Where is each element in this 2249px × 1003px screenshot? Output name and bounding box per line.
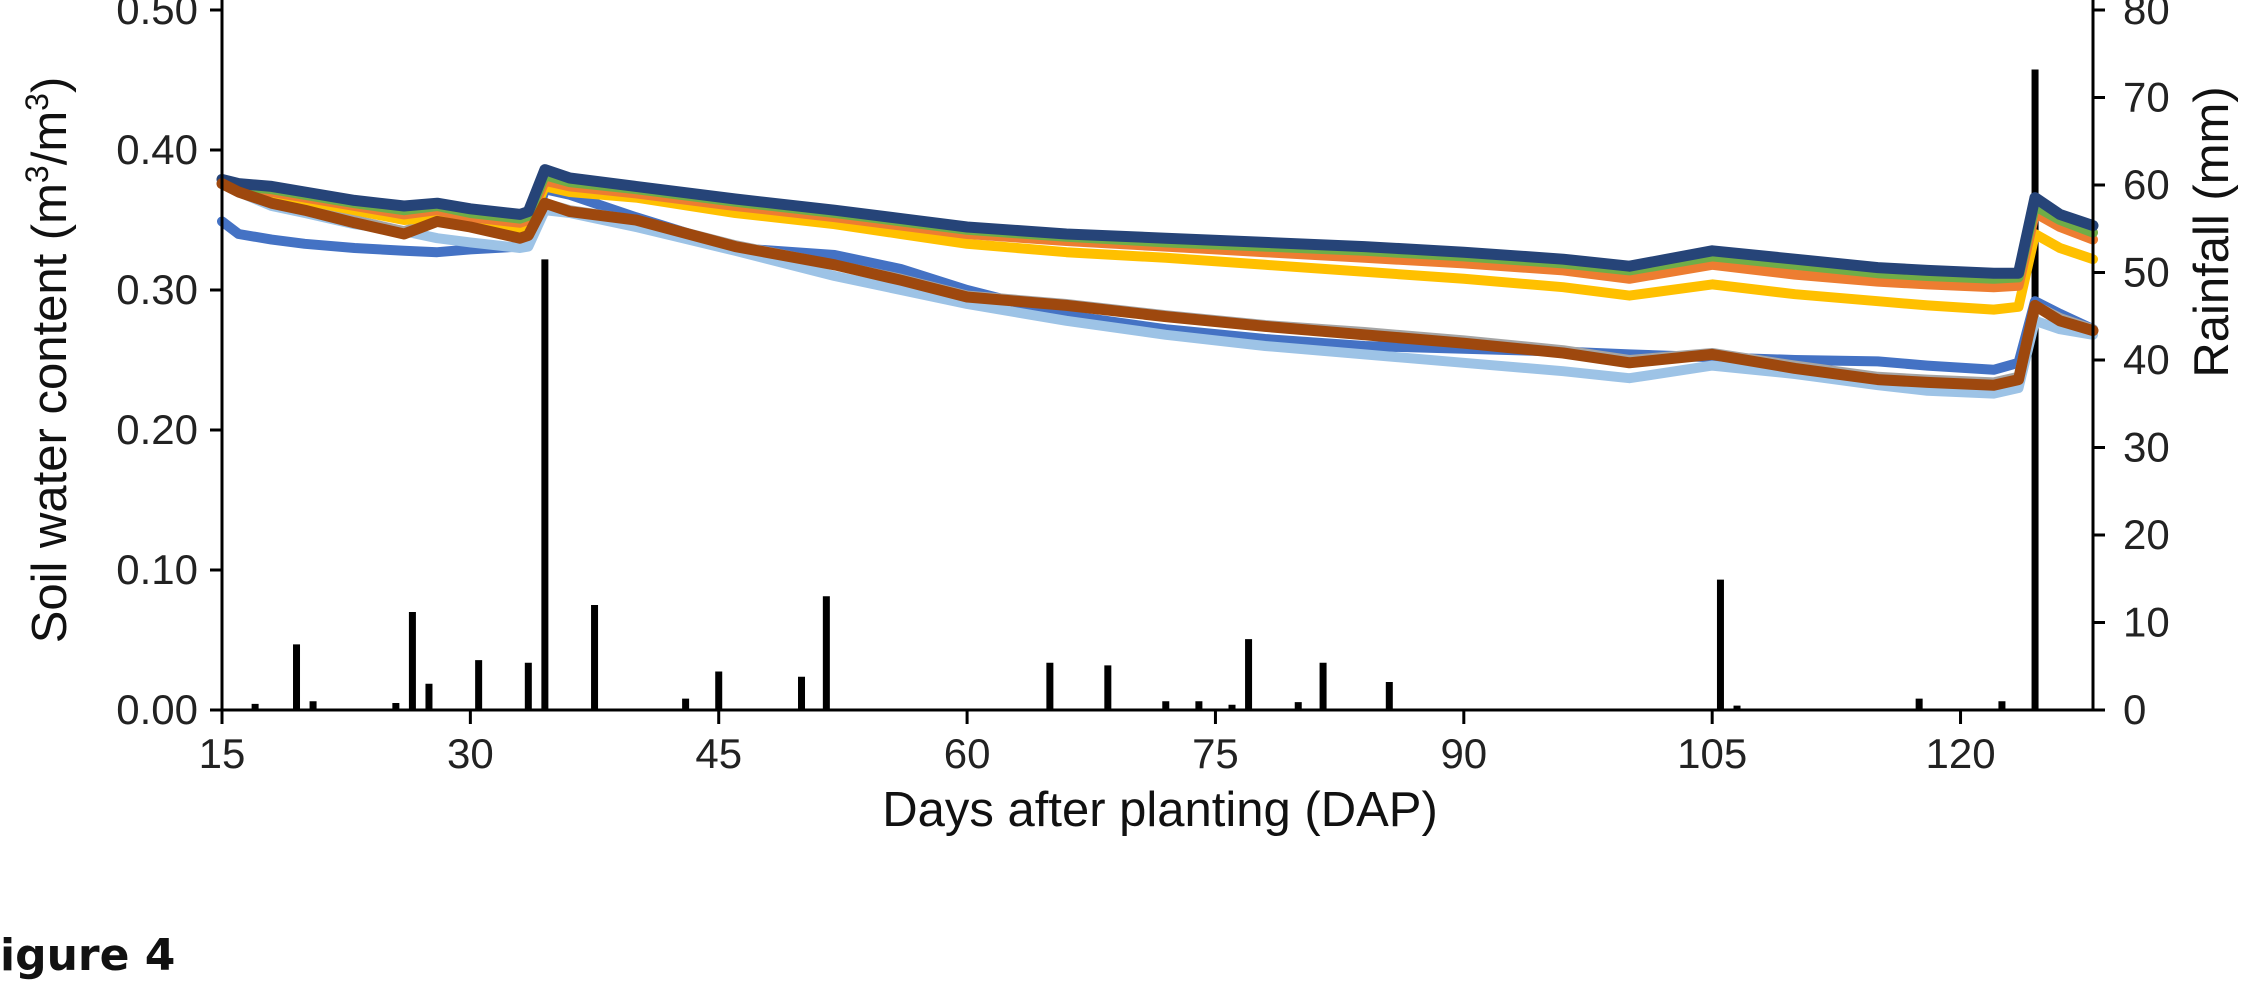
rainfall-bar bbox=[1162, 701, 1170, 710]
y-right-tick-label: 20 bbox=[2123, 511, 2170, 558]
x-tick-label: 105 bbox=[1677, 730, 1747, 777]
rainfall-bar bbox=[1245, 639, 1253, 710]
x-tick-label: 30 bbox=[447, 730, 494, 777]
rainfall-bar bbox=[798, 676, 806, 710]
x-tick-label: 120 bbox=[1926, 730, 1996, 777]
y-left-tick-label: 0.10 bbox=[116, 546, 198, 593]
rainfall-bar bbox=[475, 660, 483, 710]
rainfall-bar bbox=[1915, 698, 1923, 710]
rainfall-bar bbox=[251, 703, 259, 710]
rainfall-bar bbox=[524, 662, 532, 710]
rainfall-bar bbox=[309, 701, 317, 710]
y-right-tick-label: 70 bbox=[2123, 74, 2170, 121]
rainfall-bar bbox=[425, 683, 433, 710]
rainfall-bar bbox=[1716, 579, 1724, 710]
rainfall-bar bbox=[1385, 682, 1393, 710]
rainfall-bars bbox=[251, 69, 2039, 710]
y-right-tick-label: 80 bbox=[2123, 0, 2170, 33]
rainfall-bar bbox=[392, 703, 400, 710]
y-right-tick-label: 10 bbox=[2123, 599, 2170, 646]
soil-water-series bbox=[216, 164, 2099, 399]
rainfall-bar bbox=[1046, 662, 1054, 710]
rainfall-bar bbox=[1998, 701, 2006, 710]
rainfall-bar bbox=[1294, 702, 1302, 710]
axes bbox=[220, 0, 2095, 712]
rainfall-bar bbox=[2031, 69, 2039, 710]
series-line-8 bbox=[216, 178, 2099, 391]
rainfall-bar bbox=[1733, 705, 1741, 710]
rainfall-bar bbox=[822, 596, 830, 710]
y-left-tick-label: 0.50 bbox=[116, 0, 198, 33]
series-line-7 bbox=[216, 164, 2099, 279]
x-tick-label: 75 bbox=[1192, 730, 1239, 777]
rainfall-bar bbox=[408, 612, 416, 710]
rainfall-bar bbox=[715, 671, 723, 710]
y-left-title-part: ) bbox=[23, 77, 77, 93]
y-right-tick-label: 60 bbox=[2123, 161, 2170, 208]
rainfall-bar bbox=[591, 605, 599, 710]
y-right-tick-label: 0 bbox=[2123, 686, 2146, 733]
y-axis-left-title: Soil water content (m3/m3) bbox=[19, 77, 77, 644]
y-left-title-superscript: 3 bbox=[19, 165, 55, 183]
y-axis-right-title: Rainfall (mm) bbox=[2185, 86, 2239, 377]
y-right-tick-label: 40 bbox=[2123, 336, 2170, 383]
x-tick-label: 90 bbox=[1440, 730, 1487, 777]
y-left-title-part: Soil water content (m bbox=[23, 183, 77, 643]
rainfall-bar bbox=[293, 644, 301, 710]
rainfall-bar bbox=[1228, 704, 1236, 710]
y-right-tick-label: 50 bbox=[2123, 249, 2170, 296]
rainfall-bar bbox=[1319, 662, 1327, 710]
x-tick-label: 60 bbox=[944, 730, 991, 777]
rainfall-bar bbox=[541, 259, 549, 710]
y-right-tick-label: 30 bbox=[2123, 424, 2170, 471]
y-left-tick-label: 0.20 bbox=[116, 406, 198, 453]
y-left-title-superscript: 3 bbox=[19, 93, 55, 111]
axis-ticks: 0.00 0.10 0.20 0.30 0.40 0.50 0 10 20 30 40 50 60 70 8… bbox=[116, 0, 2169, 777]
figure-caption: igure 4 bbox=[0, 930, 175, 981]
y-left-tick-label: 0.40 bbox=[116, 126, 198, 173]
series-line-4 bbox=[217, 178, 2098, 315]
rainfall-bar bbox=[1195, 701, 1203, 710]
x-tick-label: 15 bbox=[199, 730, 246, 777]
series-line-1 bbox=[217, 184, 2098, 375]
y-left-tick-label: 0.30 bbox=[116, 266, 198, 313]
y-left-title-part: /m bbox=[23, 111, 77, 165]
rainfall-bar bbox=[682, 698, 690, 710]
x-axis-title: Days after planting (DAP) bbox=[882, 783, 1438, 837]
x-tick-label: 45 bbox=[695, 730, 742, 777]
y-left-tick-label: 0.00 bbox=[116, 686, 198, 733]
rainfall-bar bbox=[1104, 665, 1112, 710]
